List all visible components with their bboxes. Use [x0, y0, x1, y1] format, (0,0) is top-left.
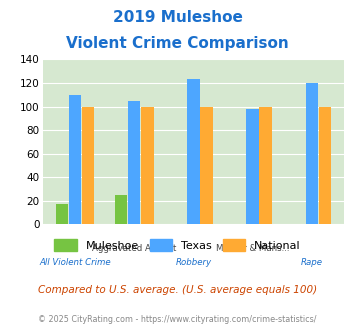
- Bar: [82, 107, 94, 224]
- Bar: [187, 80, 200, 224]
- Text: Compared to U.S. average. (U.S. average equals 100): Compared to U.S. average. (U.S. average …: [38, 285, 317, 295]
- Text: Aggravated Assault: Aggravated Assault: [92, 244, 176, 253]
- Bar: [200, 107, 213, 224]
- Bar: [56, 204, 68, 224]
- Bar: [115, 195, 127, 224]
- Text: Robbery: Robbery: [175, 258, 212, 267]
- Text: 2019 Muleshoe: 2019 Muleshoe: [113, 10, 242, 25]
- Bar: [260, 107, 272, 224]
- Bar: [246, 109, 259, 224]
- Bar: [128, 101, 141, 224]
- Text: Violent Crime Comparison: Violent Crime Comparison: [66, 36, 289, 51]
- Text: Rape: Rape: [301, 258, 323, 267]
- Text: All Violent Crime: All Violent Crime: [39, 258, 111, 267]
- Text: © 2025 CityRating.com - https://www.cityrating.com/crime-statistics/: © 2025 CityRating.com - https://www.city…: [38, 315, 317, 324]
- Text: Murder & Mans...: Murder & Mans...: [216, 244, 289, 253]
- Bar: [306, 83, 318, 224]
- Bar: [141, 107, 153, 224]
- Legend: Muleshoe, Texas, National: Muleshoe, Texas, National: [50, 235, 305, 255]
- Bar: [319, 107, 331, 224]
- Bar: [69, 95, 81, 224]
